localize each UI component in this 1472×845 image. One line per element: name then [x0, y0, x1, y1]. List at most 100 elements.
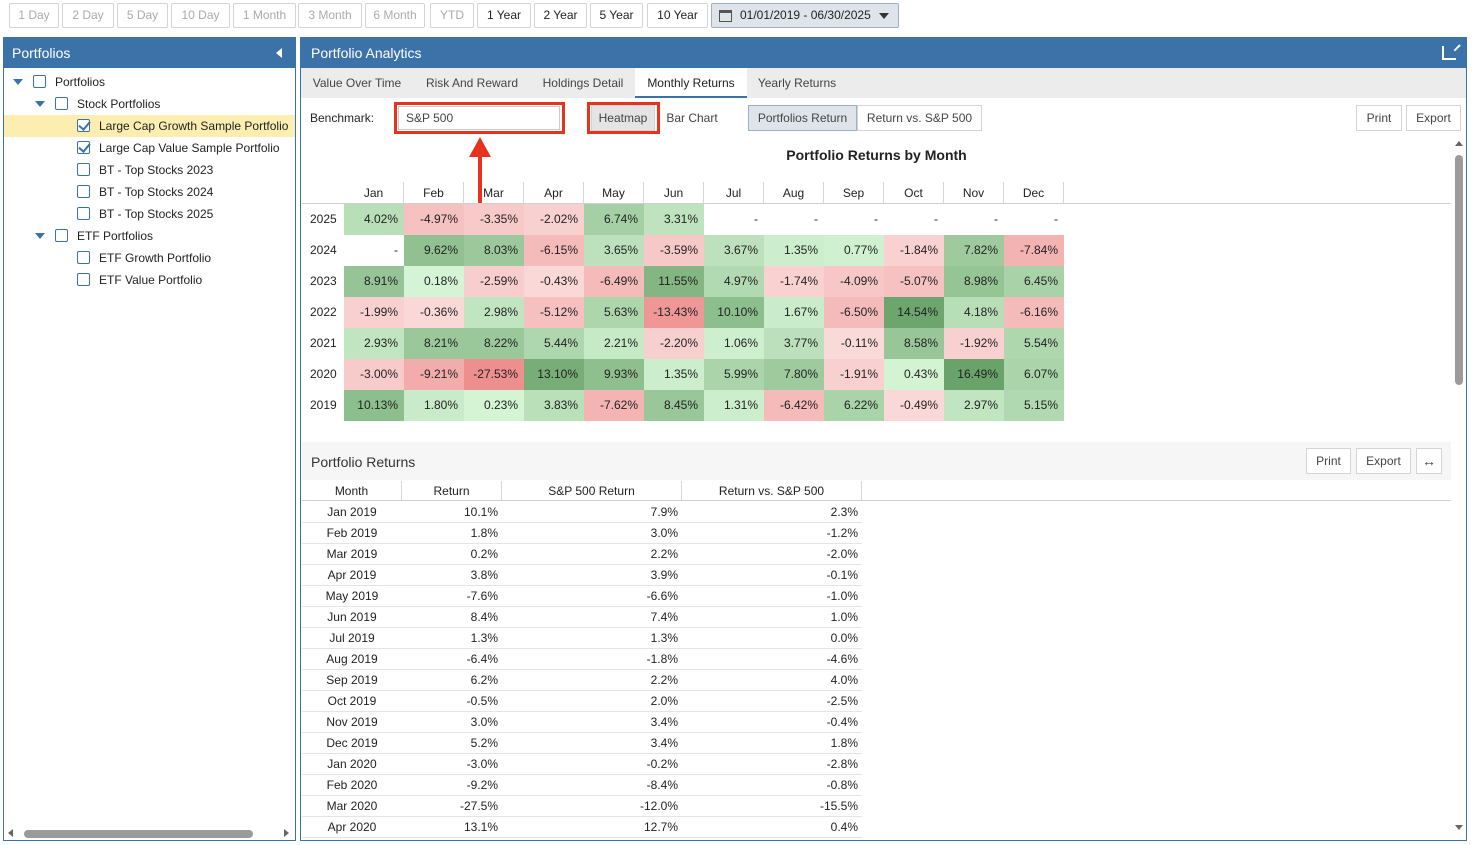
scrollbar-thumb[interactable]: [1455, 155, 1463, 385]
bar-chart-button[interactable]: Bar Chart: [657, 105, 727, 131]
heatmap-cell[interactable]: -1.92%: [944, 328, 1004, 359]
heatmap-cell[interactable]: -27.53%: [464, 359, 524, 390]
heatmap-cell[interactable]: 10.10%: [704, 297, 764, 328]
heatmap-cell[interactable]: -2.20%: [644, 328, 704, 359]
collapse-panel-icon[interactable]: [276, 48, 282, 58]
heatmap-cell[interactable]: -: [1004, 204, 1064, 235]
heatmap-cell[interactable]: -: [764, 204, 824, 235]
heatmap-cell[interactable]: -6.16%: [1004, 297, 1064, 328]
tree-checkbox[interactable]: [77, 119, 90, 132]
tree-checkbox[interactable]: [77, 273, 90, 286]
heatmap-cell[interactable]: 1.80%: [404, 390, 464, 421]
heatmap-cell[interactable]: 4.97%: [704, 266, 764, 297]
heatmap-cell[interactable]: 7.82%: [944, 235, 1004, 266]
table-row[interactable]: Apr 2019 3.8% 3.9% -0.1%: [302, 565, 862, 586]
table-row[interactable]: Feb 2020 -9.2% -8.4% -0.8%: [302, 775, 862, 796]
heatmap-cell[interactable]: -1.91%: [824, 359, 884, 390]
heatmap-cell[interactable]: -1.74%: [764, 266, 824, 297]
heatmap-cell[interactable]: 2.98%: [464, 297, 524, 328]
tree-checkbox[interactable]: [77, 141, 90, 154]
heatmap-cell[interactable]: -0.49%: [884, 390, 944, 421]
tree-checkbox[interactable]: [77, 207, 90, 220]
table-row[interactable]: Sep 2019 6.2% 2.2% 4.0%: [302, 670, 862, 691]
heatmap-cell[interactable]: -4.09%: [824, 266, 884, 297]
heatmap-cell[interactable]: -6.42%: [764, 390, 824, 421]
scroll-up-icon[interactable]: [1455, 141, 1463, 146]
heatmap-cell[interactable]: 2.21%: [584, 328, 644, 359]
heatmap-cell[interactable]: 8.03%: [464, 235, 524, 266]
heatmap-cell[interactable]: 10.13%: [344, 390, 404, 421]
heatmap-cell[interactable]: 5.15%: [1004, 390, 1064, 421]
tab-risk-and-reward[interactable]: Risk And Reward: [425, 76, 519, 90]
tab-monthly-returns[interactable]: Monthly Returns: [635, 68, 747, 98]
heatmap-cell[interactable]: -: [824, 204, 884, 235]
heatmap-cell[interactable]: -: [344, 235, 404, 266]
heatmap-cell[interactable]: 6.22%: [824, 390, 884, 421]
tree-checkbox[interactable]: [55, 97, 68, 110]
heatmap-cell[interactable]: -3.59%: [644, 235, 704, 266]
heatmap-cell[interactable]: 0.77%: [824, 235, 884, 266]
tab-holdings-detail[interactable]: Holdings Detail: [542, 76, 624, 90]
heatmap-cell[interactable]: 8.58%: [884, 328, 944, 359]
tab-value-over-time[interactable]: Value Over Time: [312, 76, 402, 90]
heatmap-cell[interactable]: 8.98%: [944, 266, 1004, 297]
column-header[interactable]: Return: [402, 481, 502, 501]
table-row[interactable]: Nov 2019 3.0% 3.4% -0.4%: [302, 712, 862, 733]
heatmap-cell[interactable]: -1.84%: [884, 235, 944, 266]
tree-checkbox[interactable]: [55, 229, 68, 242]
tree-item[interactable]: BT - Top Stocks 2025: [4, 203, 295, 225]
heatmap-cell[interactable]: 6.07%: [1004, 359, 1064, 390]
heatmap-cell[interactable]: -4.97%: [404, 204, 464, 235]
export-button[interactable]: Export: [1406, 105, 1461, 131]
heatmap-cell[interactable]: 5.44%: [524, 328, 584, 359]
heatmap-cell[interactable]: 2.97%: [944, 390, 1004, 421]
table-export-button[interactable]: Export: [1356, 448, 1411, 474]
heatmap-cell[interactable]: -0.43%: [524, 266, 584, 297]
heatmap-cell[interactable]: -: [944, 204, 1004, 235]
range-button-10-year[interactable]: 10 Year: [647, 3, 708, 28]
heatmap-cell[interactable]: -1.99%: [344, 297, 404, 328]
heatmap-cell[interactable]: 5.63%: [584, 297, 644, 328]
heatmap-cell[interactable]: -2.02%: [524, 204, 584, 235]
table-row[interactable]: Jun 2019 8.4% 7.4% 1.0%: [302, 607, 862, 628]
column-header[interactable]: Month: [302, 481, 402, 501]
heatmap-cell[interactable]: 0.43%: [884, 359, 944, 390]
heatmap-cell[interactable]: 1.31%: [704, 390, 764, 421]
date-range-dropdown[interactable]: 01/01/2019 - 06/30/2025: [711, 3, 899, 28]
heatmap-cell[interactable]: 1.67%: [764, 297, 824, 328]
table-row[interactable]: Jan 2019 10.1% 7.9% 2.3%: [302, 502, 862, 523]
table-row[interactable]: Feb 2019 1.8% 3.0% -1.2%: [302, 523, 862, 544]
heatmap-cell[interactable]: -6.15%: [524, 235, 584, 266]
heatmap-cell[interactable]: 9.93%: [584, 359, 644, 390]
heatmap-cell[interactable]: 1.35%: [764, 235, 824, 266]
tree-item[interactable]: Portfolios: [4, 71, 295, 93]
tree-checkbox[interactable]: [77, 251, 90, 264]
vertical-scrollbar[interactable]: [1452, 137, 1466, 834]
heatmap-cell[interactable]: -7.62%: [584, 390, 644, 421]
tree-item[interactable]: Stock Portfolios: [4, 93, 295, 115]
tree-checkbox[interactable]: [77, 185, 90, 198]
benchmark-input[interactable]: S&P 500: [398, 106, 560, 130]
heatmap-cell[interactable]: -5.07%: [884, 266, 944, 297]
heatmap-cell[interactable]: -0.11%: [824, 328, 884, 359]
heatmap-cell[interactable]: 3.67%: [704, 235, 764, 266]
heatmap-cell[interactable]: 8.91%: [344, 266, 404, 297]
tree-checkbox[interactable]: [77, 163, 90, 176]
heatmap-cell[interactable]: 6.74%: [584, 204, 644, 235]
heatmap-button[interactable]: Heatmap: [591, 105, 655, 131]
range-button-5-year[interactable]: 5 Year: [590, 3, 643, 28]
column-header[interactable]: Return vs. S&P 500: [682, 481, 862, 501]
heatmap-cell[interactable]: 9.62%: [404, 235, 464, 266]
heatmap-cell[interactable]: 0.18%: [404, 266, 464, 297]
heatmap-cell[interactable]: 13.10%: [524, 359, 584, 390]
heatmap-cell[interactable]: 2.93%: [344, 328, 404, 359]
tree-item[interactable]: BT - Top Stocks 2023: [4, 159, 295, 181]
horizontal-scrollbar[interactable]: [4, 826, 295, 840]
heatmap-cell[interactable]: 3.31%: [644, 204, 704, 235]
table-row[interactable]: Jul 2019 1.3% 1.3% 0.0%: [302, 628, 862, 649]
heatmap-cell[interactable]: -7.84%: [1004, 235, 1064, 266]
popout-icon[interactable]: [1442, 46, 1456, 60]
heatmap-cell[interactable]: 5.54%: [1004, 328, 1064, 359]
heatmap-cell[interactable]: -0.36%: [404, 297, 464, 328]
tree-item[interactable]: BT - Top Stocks 2024: [4, 181, 295, 203]
